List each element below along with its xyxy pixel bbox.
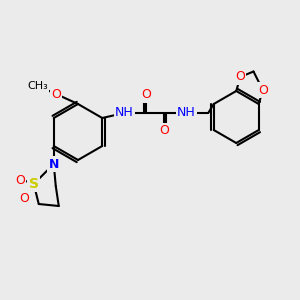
Text: O: O: [235, 70, 245, 83]
Text: NH: NH: [177, 106, 196, 119]
Text: O: O: [19, 191, 29, 205]
Text: O: O: [51, 88, 61, 100]
Text: O: O: [141, 88, 151, 101]
Text: O: O: [15, 173, 25, 187]
Text: S: S: [29, 177, 39, 191]
Text: O: O: [159, 124, 169, 137]
Text: CH₃: CH₃: [28, 81, 48, 91]
Text: O: O: [258, 83, 268, 97]
Text: N: N: [49, 158, 59, 170]
Text: NH: NH: [115, 106, 134, 119]
